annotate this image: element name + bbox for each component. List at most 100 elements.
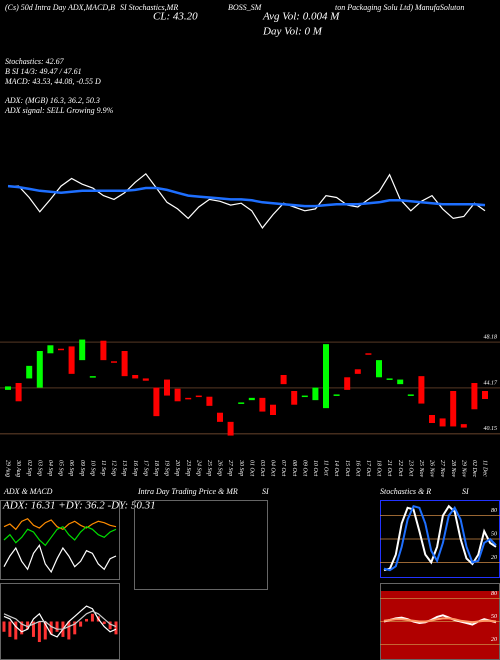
x-tick-label: 11 Oct <box>323 460 329 476</box>
candle-body <box>460 424 467 428</box>
candle-body <box>312 387 319 401</box>
x-tick-label: 24 Sep <box>195 460 202 476</box>
x-tick-label: 18 Sep <box>153 460 159 476</box>
x-tick-label: 27 Sep <box>227 460 233 476</box>
x-tick-label: 10 Oct <box>312 460 318 476</box>
series-line <box>3 525 117 547</box>
header-text: Avg Vol: 0.004 M <box>262 11 340 23</box>
candle-body <box>185 397 192 400</box>
header-text: ADX: (MGB) 16.3, 36.2, 50.3 <box>4 96 100 105</box>
histogram-bar <box>2 621 6 632</box>
y-tick-label: 48.18 <box>484 333 498 340</box>
x-tick-label: 10 Sep <box>89 460 95 476</box>
x-tick-label: 02 Dec <box>471 460 477 477</box>
x-tick-label: 12 Sep <box>111 460 117 476</box>
x-tick-label: 01 Oct <box>248 460 254 476</box>
x-tick-label: 23 Sep <box>185 460 191 476</box>
candle-body <box>174 388 181 402</box>
x-tick-label: 25 Sep <box>206 460 212 476</box>
candle-body <box>68 346 75 374</box>
candle-body <box>15 383 22 402</box>
histogram-bar <box>37 621 41 643</box>
x-tick-label: 11 Dec <box>482 460 488 477</box>
histogram-bar <box>114 621 118 635</box>
histogram-bar <box>90 613 94 622</box>
x-tick-label: 17 Sep <box>142 460 148 476</box>
candle-body <box>354 369 361 374</box>
y-tick-label: 40.15 <box>484 425 498 432</box>
candle-body <box>36 351 43 388</box>
x-tick-label: 11 Sep <box>100 460 106 476</box>
candle-body <box>195 395 202 398</box>
series-line <box>383 617 497 624</box>
x-tick-label: 18 Oct <box>376 460 382 476</box>
candle-body <box>111 361 117 363</box>
candle-body <box>142 378 149 381</box>
histogram-bar <box>14 621 18 640</box>
x-tick-label: 07 Oct <box>280 460 286 476</box>
x-tick-label: 08 Oct <box>291 460 297 476</box>
header-text: MACD: 43.53, 44.08, -0.55 D <box>4 77 101 86</box>
candle-body <box>280 375 287 385</box>
y-tick-label: 80 <box>491 591 497 597</box>
header-text: CL: 43.20 <box>153 11 198 23</box>
series-line <box>8 172 486 229</box>
candle-body <box>376 360 382 378</box>
x-tick-label: 14 Oct <box>333 460 340 476</box>
series-line <box>7 184 486 208</box>
candle-body <box>206 396 213 406</box>
series-line <box>383 505 497 572</box>
candle-body <box>259 397 266 412</box>
header-text: (Cs) 50d Intra Day ADX,MACD,B <box>5 3 115 12</box>
candle-body <box>439 418 446 427</box>
histogram-bar <box>73 621 77 635</box>
candle-body <box>47 345 54 354</box>
x-tick-label: 16 Sep <box>132 460 138 476</box>
x-tick-label: 03 Sep <box>36 460 42 476</box>
candle-body <box>429 415 435 423</box>
candle-body <box>153 387 160 417</box>
candle-body <box>238 402 245 404</box>
y-tick-label: 20 <box>491 555 497 561</box>
y-tick-label: 44.17 <box>484 379 499 386</box>
panel-subtitle: SI <box>262 487 269 496</box>
candle-body <box>100 340 107 361</box>
candle-body <box>418 376 425 404</box>
x-tick-label: 30 Sep <box>238 459 244 476</box>
histogram-bar <box>55 621 59 632</box>
candle-body <box>164 379 170 396</box>
candle-body <box>291 391 298 405</box>
x-tick-label: 28 Nov <box>450 460 456 478</box>
histogram-bar <box>8 621 12 637</box>
histogram-bar <box>79 621 83 627</box>
histogram-bar <box>20 621 24 635</box>
histogram-bar <box>49 621 53 635</box>
candle-body <box>79 339 86 361</box>
header-text: Day Vol: 0 M <box>262 26 323 38</box>
histogram-bar <box>43 621 47 640</box>
candle-body <box>121 351 128 377</box>
x-tick-label: 29 Nov <box>460 460 466 478</box>
x-tick-label: 04 Sep <box>47 460 54 476</box>
x-tick-label: 21 Oct <box>386 460 392 476</box>
x-tick-label: 17 Oct <box>365 460 371 476</box>
panel-title: Stochastics & R <box>380 487 431 496</box>
x-tick-label: 26 Nov <box>429 460 435 478</box>
header-text: BOSS_SM <box>228 3 263 12</box>
x-tick-label: 25 Nov <box>418 460 424 478</box>
x-tick-label: 30 Aug <box>15 459 21 477</box>
x-tick-label: 06 Sep <box>68 460 74 476</box>
candle-body <box>248 397 255 401</box>
x-tick-label: 22 Oct <box>397 460 403 476</box>
candle-body <box>365 353 372 355</box>
series-line <box>3 610 117 630</box>
x-tick-label: 19 Sep <box>164 460 170 476</box>
header-text: ton Packaging Solu Ltd) ManufaSoluton <box>335 3 464 12</box>
candle-body <box>26 365 33 379</box>
x-tick-label: 29 Aug <box>5 460 11 477</box>
panel-title: ADX & MACD <box>3 487 53 496</box>
y-tick-label: 50 <box>491 531 497 537</box>
y-tick-label: 50 <box>491 614 497 620</box>
x-tick-label: 20 Sep <box>174 460 180 476</box>
